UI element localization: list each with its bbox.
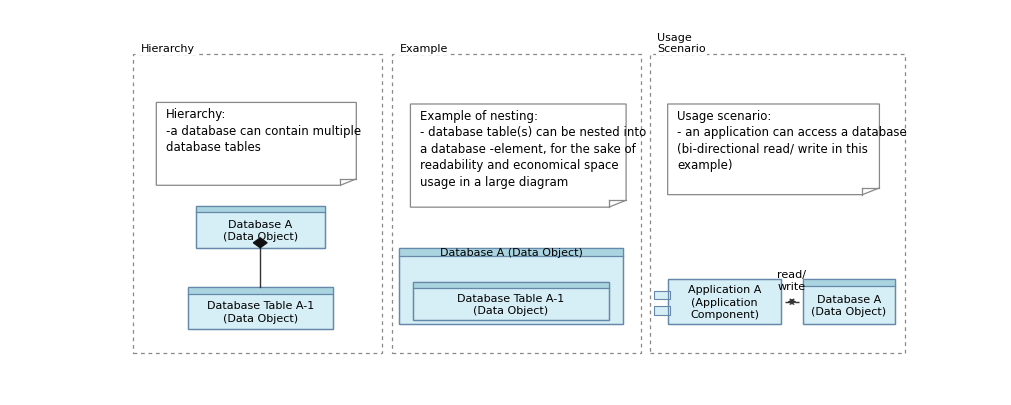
Bar (399, 248, 623, 324)
Text: Hierarchy: Hierarchy (141, 44, 194, 54)
Bar (195, 206, 325, 213)
Bar (667, 279, 780, 324)
Bar (654, 291, 669, 300)
Polygon shape (253, 238, 267, 248)
Bar (187, 287, 333, 329)
Text: Application A
(Application
Component): Application A (Application Component) (687, 285, 760, 319)
Bar (195, 206, 325, 248)
Bar (802, 279, 895, 286)
Bar (412, 283, 609, 289)
Bar (187, 287, 333, 294)
Text: Database Table A-1
(Data Object): Database Table A-1 (Data Object) (206, 301, 313, 323)
Polygon shape (667, 105, 879, 195)
Text: Usage scenario:
- an application can access a database
(bi-directional read/ wri: Usage scenario: - an application can acc… (676, 109, 906, 172)
Bar (649, 55, 904, 353)
Text: Example of nesting:
- database table(s) can be nested into
a database -element, : Example of nesting: - database table(s) … (420, 109, 645, 188)
Polygon shape (410, 105, 626, 208)
Bar (802, 279, 895, 324)
Bar (654, 307, 669, 315)
Text: Hierarchy:
-a database can contain multiple
database tables: Hierarchy: -a database can contain multi… (166, 108, 361, 154)
Bar (802, 279, 895, 324)
Text: Database A
(Data Object): Database A (Data Object) (222, 220, 297, 242)
Text: Database A
(Data Object): Database A (Data Object) (811, 294, 886, 317)
Text: Usage
Scenario: Usage Scenario (657, 33, 706, 54)
Bar (132, 55, 382, 353)
Text: Database A (Data Object): Database A (Data Object) (440, 247, 582, 257)
Text: Example: Example (399, 44, 448, 54)
Bar (187, 287, 333, 329)
Bar (391, 55, 640, 353)
Text: read/
write: read/ write (776, 269, 806, 291)
Bar (412, 283, 609, 320)
Bar (399, 248, 623, 324)
Polygon shape (156, 103, 356, 186)
Bar (667, 279, 780, 324)
Bar (195, 206, 325, 248)
Bar (412, 283, 609, 320)
Text: Database Table A-1
(Data Object): Database Table A-1 (Data Object) (457, 293, 564, 315)
Bar (399, 248, 623, 256)
